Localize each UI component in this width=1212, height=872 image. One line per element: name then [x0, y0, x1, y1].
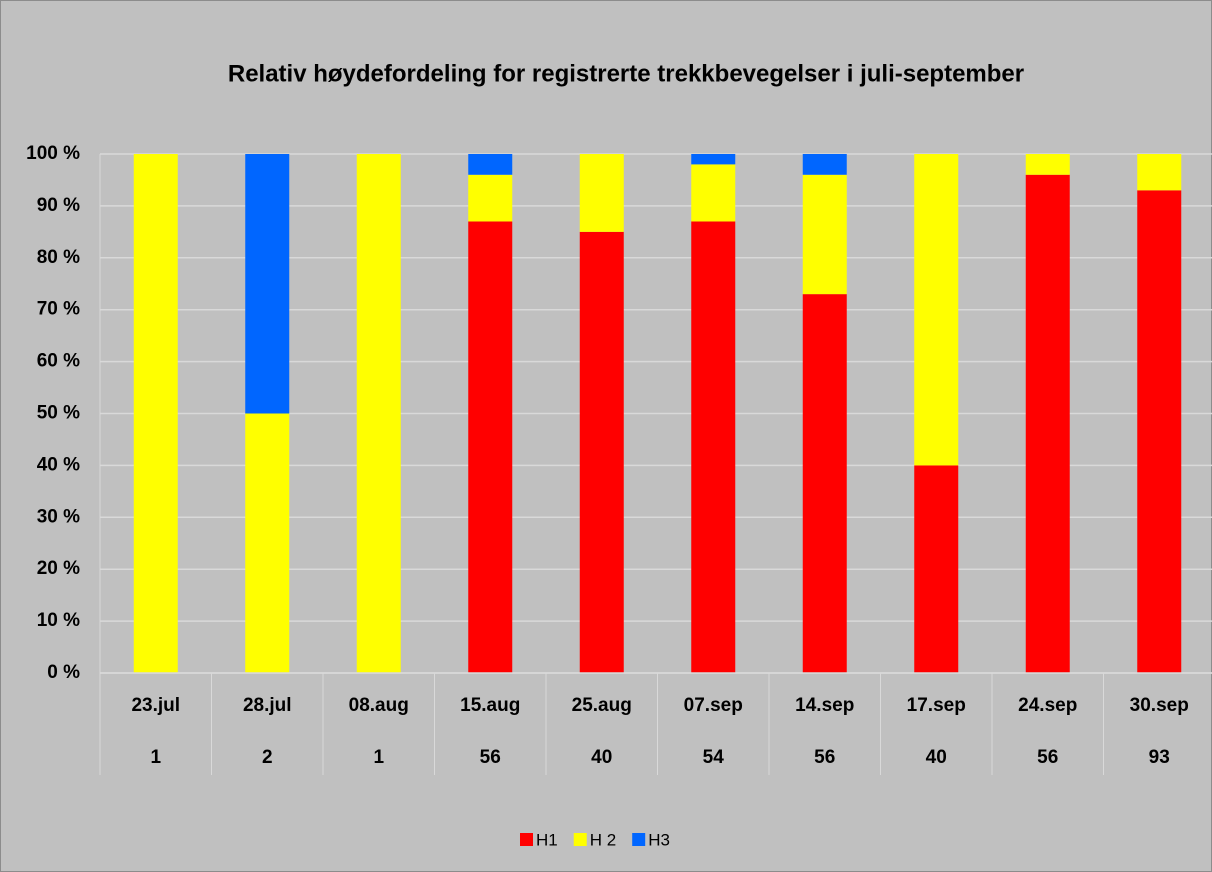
- x-tick-label: 30.sep: [1130, 695, 1189, 716]
- bar-segment: [802, 294, 847, 673]
- legend-swatch: [632, 833, 646, 846]
- bar-segment: [1137, 154, 1182, 191]
- bar-segment: [1137, 190, 1182, 673]
- bar-segment: [356, 154, 401, 673]
- x-count-label: 40: [926, 747, 947, 768]
- y-tick-label: 30 %: [37, 506, 80, 527]
- bar-segment: [579, 154, 624, 232]
- bar-segment: [468, 221, 513, 673]
- x-tick-label: 24.sep: [1018, 695, 1077, 716]
- y-tick-label: 60 %: [37, 351, 80, 372]
- bar-segment: [802, 174, 847, 295]
- y-tick-label: 20 %: [37, 558, 80, 579]
- x-count-label: 40: [591, 747, 612, 768]
- x-count-label: 1: [373, 747, 384, 768]
- bar-segment: [802, 154, 847, 175]
- bar-segment: [691, 221, 736, 673]
- legend-label: H3: [648, 830, 670, 849]
- x-tick-label: 28.jul: [243, 695, 292, 716]
- x-tick-label: 07.sep: [684, 695, 743, 716]
- bar-segment: [914, 465, 959, 673]
- y-tick-label: 10 %: [37, 610, 80, 631]
- bar-segment: [1025, 174, 1070, 673]
- y-tick-label: 100 %: [26, 143, 80, 164]
- x-tick-label: 15.aug: [460, 695, 520, 716]
- bar-segment: [245, 413, 290, 673]
- bar-segment: [691, 164, 736, 222]
- x-tick-label: 23.jul: [131, 695, 180, 716]
- legend-label: H 2: [590, 830, 616, 849]
- bar-segment: [245, 154, 290, 414]
- bar-segment: [133, 154, 178, 673]
- x-count-label: 54: [703, 747, 725, 768]
- x-tick-label: 25.aug: [572, 695, 632, 716]
- x-count-label: 93: [1149, 747, 1170, 768]
- x-count-label: 56: [1037, 747, 1058, 768]
- y-tick-label: 0 %: [47, 662, 80, 683]
- bar-segment: [468, 154, 513, 175]
- bar-segment: [1025, 154, 1070, 175]
- bar-segment: [914, 154, 959, 466]
- y-tick-label: 90 %: [37, 195, 80, 216]
- x-tick-label: 14.sep: [795, 695, 854, 716]
- bar-segment: [691, 154, 736, 165]
- legend-swatch: [520, 833, 533, 846]
- y-tick-label: 40 %: [37, 454, 80, 475]
- legend-label: H1: [536, 830, 558, 849]
- x-tick-label: 17.sep: [907, 695, 966, 716]
- bar-segment: [579, 231, 624, 673]
- x-count-label: 56: [480, 747, 501, 768]
- legend-swatch: [573, 833, 587, 846]
- y-tick-label: 50 %: [37, 403, 80, 424]
- x-count-label: 56: [814, 747, 835, 768]
- chart-title: Relativ høydefordeling for registrerte t…: [228, 60, 1024, 87]
- x-tick-label: 08.aug: [349, 695, 409, 716]
- x-count-label: 1: [150, 747, 161, 768]
- y-tick-label: 80 %: [37, 247, 80, 268]
- bar-segment: [468, 174, 513, 222]
- y-tick-label: 70 %: [37, 299, 80, 320]
- x-count-label: 2: [262, 747, 273, 768]
